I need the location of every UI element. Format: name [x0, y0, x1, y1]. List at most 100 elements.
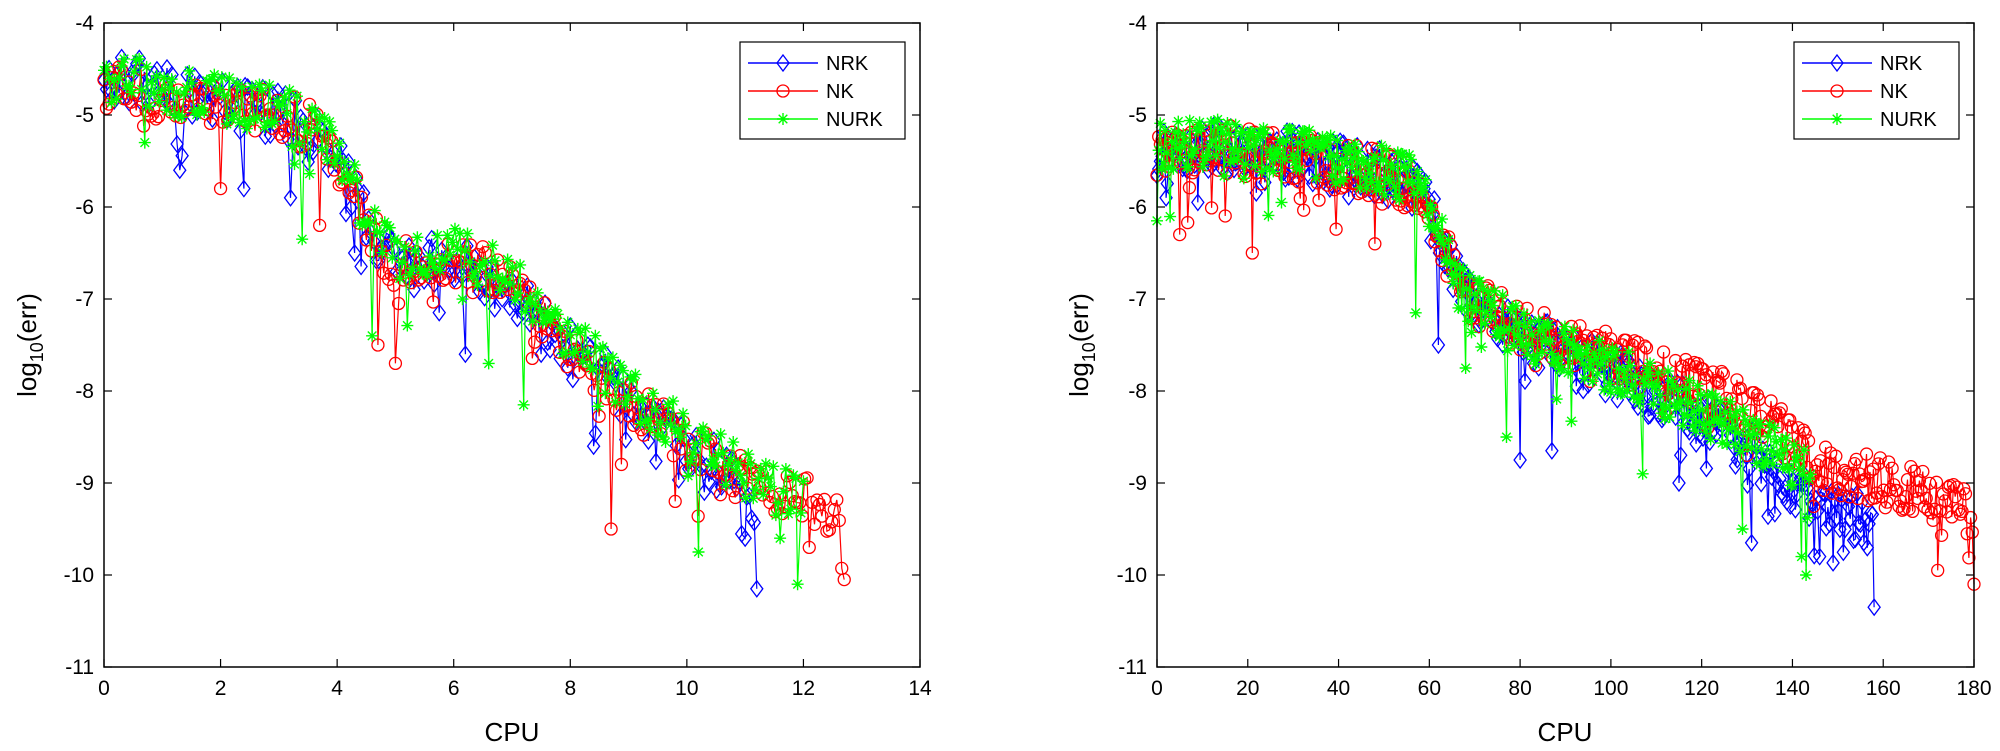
right-x-tick-label: 120 [1684, 677, 1719, 700]
left-nurk-point [431, 229, 444, 242]
left-nurk-point [626, 373, 639, 386]
left-nurk-point [128, 65, 141, 78]
right-nurk-point [1621, 385, 1634, 398]
left-nk-point [391, 296, 406, 311]
right-nurk-point [1732, 426, 1745, 439]
left-nurk-point [275, 98, 288, 111]
right-nurk-point [1711, 412, 1724, 425]
left-nurk-point [448, 222, 461, 235]
right-nurk-point [1755, 442, 1768, 455]
right-nurk-point [1187, 147, 1200, 160]
left-nurk-point [438, 254, 451, 267]
right-nk-point [1926, 513, 1940, 527]
right-nurk-point [1560, 332, 1573, 345]
right-nurk-point [1503, 323, 1516, 336]
right-nk-point [1735, 391, 1749, 406]
left-nurk-point [281, 107, 294, 120]
right-nurk-point [1373, 182, 1386, 195]
left-nurk-point [441, 229, 454, 242]
left-nurk-point [611, 376, 624, 389]
left-nurk-point [569, 345, 582, 358]
right-nurk-point [1377, 154, 1390, 167]
right-nurk-point [1722, 423, 1735, 436]
right-nurk-point [1608, 349, 1621, 362]
left-legend-label: NRK [826, 53, 869, 75]
right-nurk-point [1450, 269, 1463, 282]
right-nrk-point [1812, 547, 1827, 566]
right-nurk-point [1345, 161, 1358, 174]
right-nurk-point [1699, 426, 1712, 439]
left-nurk-point [631, 392, 644, 405]
right-nk-point [1182, 181, 1197, 195]
right-nk-point [1882, 455, 1896, 469]
left-x-tick-label: 0 [98, 677, 110, 700]
right-nk-point [1215, 123, 1229, 138]
right-nurk-point [1601, 347, 1614, 360]
left-nurk-point [213, 84, 226, 97]
left-nurk-point [531, 286, 544, 299]
right-nurk-point [1178, 135, 1191, 148]
right-axes-box [1156, 22, 1975, 668]
left-nk-point [830, 493, 844, 507]
right-nurk-point [1591, 367, 1604, 380]
left-nurk-point [464, 256, 477, 269]
left-nrk-point [237, 179, 251, 198]
right-nurk-point [1337, 172, 1350, 185]
left-nurk-point [458, 244, 471, 257]
right-nurk-point [1603, 377, 1616, 390]
left-nurk-point [228, 108, 241, 121]
right-nurk-point [1188, 142, 1201, 155]
right-nk-point [1923, 476, 1937, 491]
right-nurk-point [1660, 401, 1673, 414]
right-nk-point [1291, 175, 1306, 189]
left-nurk-point [215, 71, 228, 84]
left-nurk-point [514, 258, 527, 271]
right-nurk-point [1526, 328, 1539, 341]
right-nurk-point [1563, 338, 1576, 351]
right-nrk-point [1836, 543, 1851, 562]
right-nurk-point [1476, 282, 1489, 295]
left-nurk-point [255, 84, 268, 97]
left-legend-swatch-marker [777, 113, 789, 125]
right-nurk-point [1267, 165, 1280, 178]
right-nk-point [1798, 426, 1812, 440]
left-nurk-point [296, 233, 309, 246]
right-nurk-point [1229, 118, 1242, 131]
right-nurk-point [1650, 379, 1663, 392]
left-nurk-point [546, 309, 559, 322]
right-nurk-point [1765, 445, 1778, 458]
right-nurk-point [1688, 405, 1701, 418]
right-nurk-point [1644, 357, 1657, 370]
right-nurk-point [1432, 230, 1445, 243]
right-nurk-point [1475, 341, 1488, 354]
left-x-tick-label: 2 [215, 677, 227, 700]
right-nrk-point [1826, 553, 1840, 572]
right-nurk-point [1378, 188, 1391, 201]
right-nurk-point [1622, 345, 1635, 358]
left-y-tick-label: -9 [75, 472, 94, 495]
right-nurk-point [1639, 378, 1652, 391]
right-nurk-point [1789, 454, 1802, 467]
right-nurk-point [1647, 398, 1660, 411]
right-nurk-point [1270, 143, 1283, 156]
right-y-tick-label: -7 [1128, 288, 1147, 311]
right-nurk-point [1280, 134, 1293, 147]
right-nk-point [1880, 495, 1894, 509]
right-nurk-point [1318, 140, 1331, 153]
left-nrk-point [641, 431, 656, 451]
right-nurk-point [1729, 438, 1742, 451]
right-nurk-point [1326, 169, 1339, 182]
right-nurk-point [1800, 569, 1813, 581]
right-nurk-point [1730, 405, 1743, 418]
left-nrk-point [344, 198, 358, 217]
left-nurk-point [260, 116, 273, 129]
right-nk-point [1401, 199, 1415, 213]
left-x-tick-label: 12 [792, 677, 815, 700]
right-nurk-point [1619, 372, 1632, 385]
right-nurk-point [1585, 354, 1598, 367]
right-nk-point [1859, 447, 1874, 461]
right-nrk-point [1431, 335, 1446, 355]
left-nk-point [713, 488, 728, 502]
left-nurk-point [619, 398, 632, 411]
left-nurk-point [722, 458, 735, 471]
